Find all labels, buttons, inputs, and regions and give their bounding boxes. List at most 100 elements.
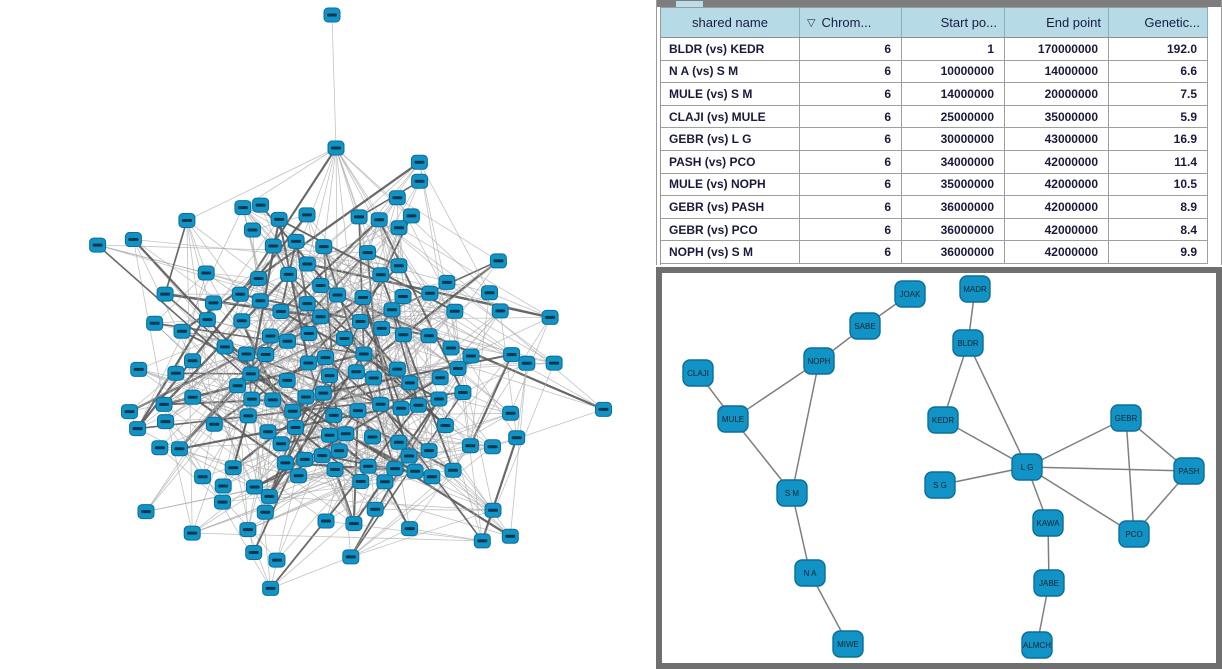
cell-end-point[interactable]: 42000000 [1005,218,1109,241]
node[interactable] [317,513,335,529]
cell-start-position[interactable]: 35000000 [902,173,1005,196]
node[interactable] [508,430,526,446]
column-header-chromosome[interactable]: ▽ Chrom... [800,8,902,37]
cell-genetic[interactable]: 6.6 [1109,60,1208,83]
node[interactable] [194,469,212,485]
node[interactable] [350,209,368,225]
node[interactable] [366,501,384,517]
node[interactable] [390,220,408,236]
node[interactable] [151,440,169,456]
edge-BLDR-LG[interactable] [967,342,1028,468]
subnetwork-view[interactable]: JOAK MADR SABE BLDR NOPH CLAJI KEDR GEBR MULE L G… [662,273,1216,663]
node[interactable] [243,391,261,407]
cell-shared-name[interactable]: N A (vs) S M [661,60,800,83]
panel-tab[interactable] [676,1,703,7]
node[interactable] [347,364,365,380]
node[interactable] [326,462,344,477]
node[interactable] [264,392,282,408]
node[interactable] [312,278,330,293]
node[interactable] [401,521,419,537]
node[interactable] [323,7,341,23]
node[interactable] [388,190,406,206]
cell-genetic[interactable]: 8.9 [1109,196,1208,218]
node[interactable] [279,333,296,349]
node[interactable] [214,478,232,494]
node[interactable] [446,303,464,319]
node[interactable] [290,468,308,484]
node[interactable] [438,274,456,290]
table-row[interactable]: GEBR (vs) L G 6 30000000 43000000 16.9 [661,128,1208,151]
node-JABE[interactable]: JABE [1033,569,1065,597]
node[interactable] [410,154,428,170]
column-header-shared-name[interactable]: shared name [661,8,800,37]
node[interactable] [394,327,412,343]
node[interactable] [454,385,472,400]
cell-shared-name[interactable]: BLDR (vs) KEDR [661,38,800,60]
node[interactable] [327,140,345,156]
node[interactable] [246,479,263,495]
node[interactable] [423,469,441,485]
node[interactable] [268,552,286,568]
node[interactable] [167,365,185,381]
node[interactable] [264,238,282,254]
node[interactable] [376,474,394,490]
cell-chromosome[interactable]: 6 [800,150,902,173]
node[interactable] [365,370,383,386]
node[interactable] [205,295,222,311]
node[interactable] [129,421,147,437]
node[interactable] [337,426,355,442]
table-row[interactable]: CLAJI (vs) MULE 6 25000000 35000000 5.9 [661,105,1208,129]
cell-start-position[interactable]: 36000000 [902,241,1005,263]
node[interactable] [501,528,519,544]
node[interactable] [409,397,427,413]
cell-start-position[interactable]: 25000000 [902,105,1005,128]
node[interactable] [262,580,280,596]
cell-end-point[interactable]: 170000000 [1005,38,1109,60]
node-PCO[interactable]: PCO [1118,520,1150,548]
node[interactable] [518,355,536,371]
node[interactable] [214,494,231,510]
node[interactable] [352,474,370,489]
table-row[interactable]: GEBR (vs) PASH 6 36000000 42000000 8.9 [661,196,1208,219]
node[interactable] [178,213,196,228]
cell-end-point[interactable]: 42000000 [1005,196,1109,218]
node[interactable] [461,438,479,454]
node[interactable] [390,434,408,450]
node[interactable] [171,441,188,457]
node[interactable] [383,302,401,318]
node-PASH[interactable]: PASH [1173,457,1205,485]
cell-chromosome[interactable]: 6 [800,38,902,60]
node[interactable] [541,309,559,325]
node[interactable] [233,313,251,329]
node[interactable] [137,504,155,520]
node[interactable] [390,258,408,274]
cell-chromosome[interactable]: 6 [800,105,902,128]
cell-start-position[interactable]: 30000000 [902,128,1005,150]
node[interactable] [224,460,242,476]
node[interactable] [284,403,302,419]
cell-end-point[interactable]: 42000000 [1005,150,1109,173]
node[interactable] [406,463,424,479]
node[interactable] [489,253,507,269]
table-row[interactable]: MULE (vs) S M 6 14000000 20000000 7.5 [661,83,1208,106]
column-header-end-point[interactable]: End point [1005,8,1109,37]
node[interactable] [257,347,275,362]
cell-chromosome[interactable]: 6 [800,241,902,263]
cell-chromosome[interactable]: 6 [800,60,902,83]
node[interactable] [392,400,410,416]
cell-end-point[interactable]: 20000000 [1005,83,1109,105]
cell-shared-name[interactable]: NOPH (vs) S M [661,241,800,263]
node[interactable] [436,418,454,433]
cell-shared-name[interactable]: MULE (vs) NOPH [661,173,800,196]
node[interactable] [173,323,191,339]
node[interactable] [270,211,288,227]
node[interactable] [300,326,318,341]
cell-chromosome[interactable]: 6 [800,173,902,196]
cell-end-point[interactable]: 35000000 [1005,105,1109,128]
node[interactable] [444,462,462,478]
node[interactable] [260,488,278,504]
node[interactable] [342,549,360,565]
node[interactable] [313,448,331,464]
node[interactable] [89,237,107,253]
cell-genetic[interactable]: 10.5 [1109,173,1208,196]
